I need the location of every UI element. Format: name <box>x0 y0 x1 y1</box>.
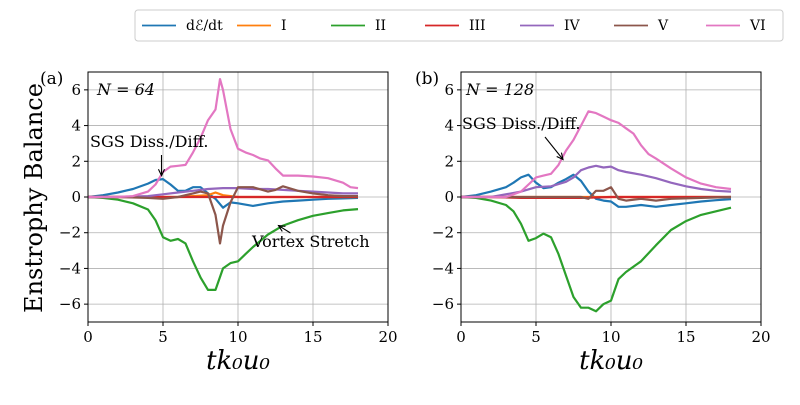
legend-label: I <box>281 18 287 34</box>
x-tick-label: 5 <box>158 328 168 346</box>
annotation-text: Vortex Stretch <box>251 232 370 251</box>
y-tick-label: −4 <box>432 259 454 277</box>
x-tick-label: 10 <box>601 328 620 346</box>
y-tick-label: 0 <box>71 188 81 206</box>
y-tick-label: −6 <box>432 295 454 313</box>
y-tick-label: 2 <box>71 152 81 170</box>
panel-b: (b) tk₀u₀ 0 5 10 15 20 −6 −4 −2 0 2 4 6 N = 128 SGS D… <box>415 69 771 376</box>
y-tick-label: 0 <box>444 188 454 206</box>
x-tick-label: 20 <box>751 328 770 346</box>
legend-label: V <box>657 18 669 34</box>
legend: dℰ/dt I II III IV V VI <box>134 9 784 42</box>
panel-a-x-axis-label: tk₀u₀ <box>206 346 270 376</box>
panel-b-title: N = 128 <box>465 80 534 99</box>
y-tick-label: −2 <box>432 224 454 242</box>
x-tick-label: 5 <box>531 328 541 346</box>
series-line-6 <box>88 185 358 245</box>
panel-b-ticks: 0 5 10 15 20 −6 −4 −2 0 2 4 6 <box>432 81 771 346</box>
x-tick-label: 0 <box>83 328 93 346</box>
legend-label: II <box>375 18 386 34</box>
series-line-1 <box>461 173 732 208</box>
panel-b-x-axis-label: tk₀u₀ <box>579 346 643 376</box>
panel-a-label: (a) <box>40 69 63 89</box>
y-axis-label: Enstrophy Balance <box>20 83 48 313</box>
annotation-arrow-head <box>157 169 166 177</box>
series-line-7 <box>88 77 359 199</box>
annotation-arrow-line <box>544 136 564 160</box>
panel-a: (a) Enstrophy Balance tk₀u₀ 0 5 10 15 20−6−4… <box>20 69 398 376</box>
annotation-text: SGS Diss./Diff. <box>462 114 580 133</box>
y-tick-label: 6 <box>444 81 454 99</box>
panel-a-series <box>88 77 359 291</box>
annotation-text: SGS Diss./Diff. <box>90 132 208 151</box>
series-line-6 <box>461 186 732 202</box>
y-tick-label: −4 <box>59 259 81 277</box>
y-tick-label: 2 <box>444 152 454 170</box>
x-tick-label: 20 <box>378 328 397 346</box>
y-tick-label: 4 <box>71 117 81 135</box>
x-tick-label: 10 <box>228 328 247 346</box>
panel-a-ticks: 0 5 10 15 20 −6 −4 −2 0 2 4 6 <box>59 81 398 346</box>
annotation-arrow-line <box>278 225 291 234</box>
legend-label: VI <box>749 18 766 34</box>
x-tick-label: 15 <box>676 328 695 346</box>
series-line-3 <box>88 195 359 291</box>
annotation-arrow-head <box>556 152 564 161</box>
series-line-3 <box>461 195 732 313</box>
y-tick-label: 6 <box>71 81 81 99</box>
y-tick-label: −6 <box>59 295 81 313</box>
series-line-7 <box>461 110 732 199</box>
annotation-arrow-head <box>277 224 286 232</box>
series-line-5 <box>461 164 732 199</box>
legend-label: dℰ/dt <box>186 18 223 34</box>
legend-label: III <box>469 18 486 34</box>
x-tick-label: 15 <box>303 328 322 346</box>
y-tick-label: −2 <box>59 224 81 242</box>
legend-label: IV <box>564 18 581 34</box>
y-tick-label: 4 <box>444 117 454 135</box>
panel-a-title: N = 64 <box>96 80 155 99</box>
panel-b-label: (b) <box>415 69 439 89</box>
x-tick-label: 0 <box>456 328 466 346</box>
panel-b-series <box>461 110 732 313</box>
